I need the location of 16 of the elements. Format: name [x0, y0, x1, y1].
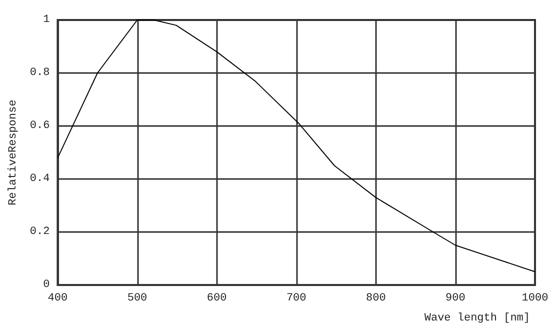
x-axis-title: Wave length [nm]	[424, 312, 530, 324]
x-tick-label: 900	[446, 292, 466, 304]
x-tick-label: 1000	[522, 292, 548, 304]
x-tick-label: 600	[206, 292, 227, 304]
y-tick-label: 1	[43, 14, 50, 26]
x-tick-label: 700	[286, 292, 306, 304]
x-tick-label: 500	[127, 292, 148, 304]
y-tick-label: 0.4	[30, 173, 50, 185]
line-series	[57, 20, 536, 272]
x-tick-label: 400	[48, 292, 68, 304]
y-tick-label: 0.8	[30, 67, 50, 79]
y-tick-label: 0	[43, 279, 50, 291]
y-tick-label: 0.2	[30, 226, 50, 238]
y-axis-title: RelativeResponse	[8, 100, 20, 206]
y-tick-label: 0.6	[30, 120, 50, 132]
x-tick-label: 800	[366, 292, 386, 304]
